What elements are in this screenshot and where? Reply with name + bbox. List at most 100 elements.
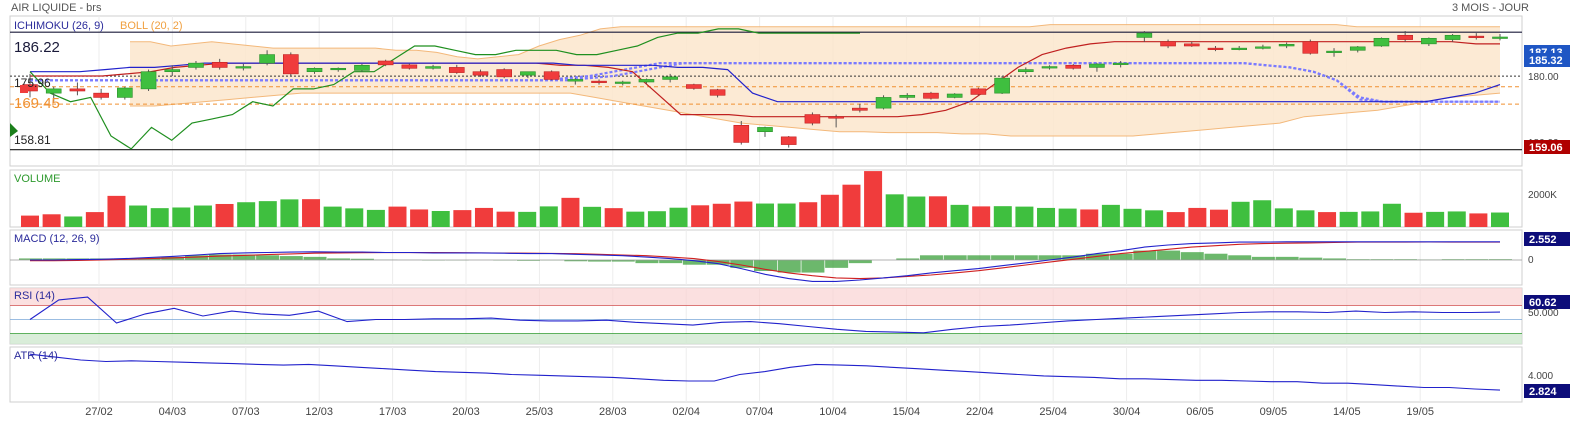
macd-histogram-bar — [991, 255, 1015, 260]
x-axis-date-label: 22/04 — [966, 406, 994, 418]
volume-bar — [345, 208, 364, 227]
candle-body — [1160, 41, 1176, 47]
volume-bar — [453, 210, 472, 227]
macd-label: MACD (12, 26, 9) — [14, 233, 100, 245]
volume-bar — [85, 212, 104, 227]
candle-body — [733, 124, 750, 143]
volume-bar — [842, 184, 861, 227]
volume-bar — [1491, 212, 1509, 227]
x-axis-date-label: 10/04 — [819, 406, 847, 418]
macd-histogram-bar — [1489, 259, 1512, 260]
price-y-tick-label: 180.00 — [1528, 72, 1559, 83]
bollinger-lower-line — [130, 92, 1501, 137]
last-close-badge: 185.32 — [1529, 55, 1563, 67]
candle-body — [709, 89, 726, 96]
volume-bar — [258, 201, 277, 227]
candle-body — [283, 54, 299, 75]
macd-histogram-bar — [1038, 255, 1062, 260]
candle-body — [1207, 47, 1224, 50]
candle-body — [188, 62, 204, 68]
volume-bar — [237, 202, 256, 227]
candle-body — [496, 69, 512, 78]
candle-body — [1065, 64, 1082, 69]
candle-body — [1421, 37, 1437, 45]
candle-body — [401, 64, 418, 69]
volume-bar — [1318, 212, 1337, 227]
macd-histogram-bar — [754, 260, 777, 271]
volume-bar — [1209, 209, 1228, 227]
volume-bar — [518, 211, 537, 227]
volume-bar — [1253, 200, 1272, 227]
candle-body — [472, 71, 489, 76]
candle-body — [117, 87, 133, 98]
instrument-title: AIR LIQUIDE - brs — [11, 2, 102, 14]
candle-body — [543, 71, 560, 80]
bollinger-label: BOLL (20, 2) — [120, 20, 183, 32]
candle-body — [1231, 47, 1247, 50]
x-axis-date-label: 25/03 — [526, 406, 554, 418]
candle-body — [1136, 32, 1153, 38]
candle-body — [1089, 63, 1105, 68]
volume-bar — [172, 207, 191, 227]
macd-badge-bg — [1524, 232, 1570, 246]
macd-histogram-bar — [611, 260, 635, 262]
volume-bar — [388, 206, 407, 227]
volume-bar — [1145, 210, 1164, 227]
candle-body — [164, 69, 181, 73]
candle-body — [425, 66, 441, 69]
x-axis-date-label: 07/04 — [746, 406, 774, 418]
volume-bar — [539, 206, 558, 227]
atr-badge-bg — [1524, 384, 1570, 398]
volume-bar — [1015, 206, 1034, 227]
x-axis-date-label: 15/04 — [893, 406, 921, 418]
x-axis-date-label: 17/03 — [379, 406, 407, 418]
volume-bar — [928, 196, 947, 227]
atr-panel — [9, 346, 1523, 403]
atr-line — [29, 353, 1501, 391]
volume-bar — [215, 203, 234, 227]
macd-histogram-bar — [1157, 250, 1181, 260]
volume-bar — [474, 207, 493, 227]
volume-bar — [1037, 207, 1056, 227]
macd-histogram-bar — [706, 260, 730, 265]
macd-histogram-bar — [1062, 255, 1086, 260]
macd-histogram-bar — [1323, 258, 1347, 260]
volume-bar — [1426, 211, 1445, 227]
rsi-overbought-zone — [10, 288, 1522, 306]
macd-histogram-bar — [659, 260, 683, 264]
macd-histogram-bar — [303, 256, 327, 260]
candle-body — [448, 67, 465, 73]
macd-y-tick-label: 0 — [1528, 255, 1534, 266]
atr-badge: 2.824 — [1529, 386, 1557, 398]
volume-bar — [583, 206, 602, 227]
volume-bar — [669, 207, 688, 227]
volume-bar — [1339, 211, 1358, 227]
volume-bar — [777, 203, 796, 227]
left-green-marker — [10, 123, 18, 137]
volume-bar — [647, 211, 666, 227]
volume-bar — [907, 196, 926, 227]
candle-body — [1326, 50, 1342, 53]
macd-histogram-bar — [943, 255, 967, 260]
macd-histogram-bar — [1299, 257, 1323, 260]
candle-body — [1492, 36, 1508, 39]
candle-body — [1349, 46, 1366, 51]
macd-histogram-bar — [588, 260, 612, 262]
volume-bar — [972, 206, 991, 227]
macd-histogram-bar — [327, 258, 351, 260]
volume-bar — [712, 203, 731, 227]
macd-histogram-bar — [1014, 255, 1038, 260]
candle-body — [1041, 66, 1058, 69]
candle-body — [259, 54, 275, 64]
x-axis-date-label: 06/05 — [1186, 406, 1214, 418]
candle-body — [923, 92, 939, 99]
candle-body — [591, 80, 607, 83]
x-axis-date-label: 04/03 — [159, 406, 187, 418]
macd-histogram-bar — [208, 254, 232, 260]
macd-histogram-bar — [42, 258, 66, 260]
macd-signal-line — [30, 241, 1500, 280]
candle-body — [946, 93, 963, 98]
volume-bar — [1447, 211, 1466, 227]
lower-price-badge-bg — [1524, 140, 1570, 154]
x-axis-date-label: 02/04 — [672, 406, 700, 418]
